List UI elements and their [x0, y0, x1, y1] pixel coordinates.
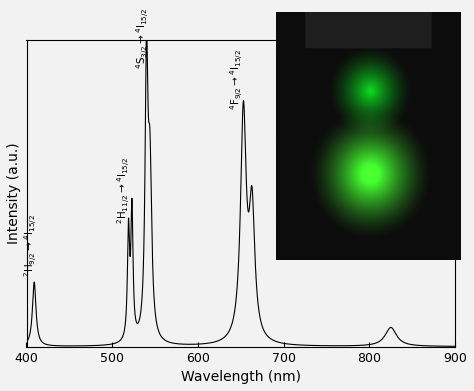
Y-axis label: Intensity (a.u.): Intensity (a.u.) [7, 142, 21, 244]
X-axis label: Wavelength (nm): Wavelength (nm) [181, 370, 301, 384]
Text: $^4$F$_{9/2}$$\rightarrow$$^4$I$_{15/2}$: $^4$F$_{9/2}$$\rightarrow$$^4$I$_{15/2}$ [228, 49, 245, 110]
Text: $^4$S$_{3/2}$$\rightarrow$$^4$I$_{15/2}$: $^4$S$_{3/2}$$\rightarrow$$^4$I$_{15/2}$ [134, 7, 151, 69]
Text: $^2$H$_{9/2}$$\rightarrow$$^4$I$_{15/2}$: $^2$H$_{9/2}$$\rightarrow$$^4$I$_{15/2}$ [22, 213, 39, 276]
Text: $^2$H$_{11/2}$$\rightarrow$$^4$I$_{15/2}$: $^2$H$_{11/2}$$\rightarrow$$^4$I$_{15/2}… [115, 156, 132, 224]
